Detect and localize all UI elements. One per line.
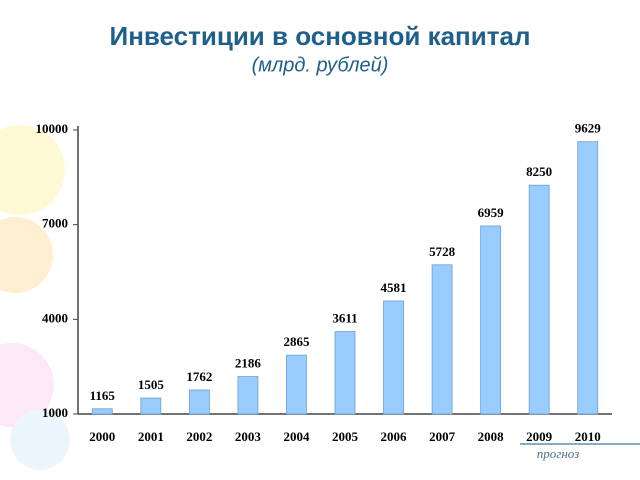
chart-title: Инвестиции в основной капитал xyxy=(110,21,531,51)
chart-subtitle: (млрд. рублей) xyxy=(252,54,389,76)
y-tick-label: 7000 xyxy=(42,216,68,231)
bar xyxy=(286,354,307,415)
x-tick-label: 2006 xyxy=(381,429,408,444)
bar xyxy=(431,264,453,415)
bar xyxy=(577,141,599,415)
x-tick-label: 2003 xyxy=(235,429,262,444)
y-tick-label: 1000 xyxy=(42,405,68,420)
value-label: 1505 xyxy=(138,377,165,392)
value-label: 2186 xyxy=(235,356,262,371)
x-tick-label: 2004 xyxy=(283,429,310,444)
bar xyxy=(480,225,502,415)
decoration xyxy=(0,125,70,470)
bar xyxy=(140,397,162,415)
value-label: 6959 xyxy=(478,205,505,220)
x-tick-label: 2000 xyxy=(89,429,115,444)
bar xyxy=(91,408,113,415)
value-label: 8250 xyxy=(526,164,552,179)
y-tick-label: 4000 xyxy=(42,310,68,325)
value-label: 1165 xyxy=(90,388,116,403)
x-tick-label: 2002 xyxy=(186,429,212,444)
value-label: 1762 xyxy=(186,369,212,384)
x-tick-label: 2008 xyxy=(478,429,505,444)
value-label: 9629 xyxy=(575,121,602,136)
bar xyxy=(528,184,550,415)
x-tick-label: 2005 xyxy=(332,429,359,444)
x-tick-label: 2009 xyxy=(526,429,553,444)
x-tick-label: 2001 xyxy=(138,429,164,444)
value-label: 4581 xyxy=(381,280,407,295)
bar xyxy=(334,331,356,415)
x-tick-label: 2007 xyxy=(429,429,456,444)
value-label: 3611 xyxy=(332,311,357,326)
bar xyxy=(188,389,210,415)
bar xyxy=(237,376,259,415)
value-label: 5728 xyxy=(429,244,456,259)
annotation: прогноз xyxy=(537,446,579,461)
bar xyxy=(383,300,404,415)
value-label: 2865 xyxy=(283,334,310,349)
x-tick-label: 2010 xyxy=(575,429,601,444)
y-tick-label: 10000 xyxy=(36,121,69,136)
